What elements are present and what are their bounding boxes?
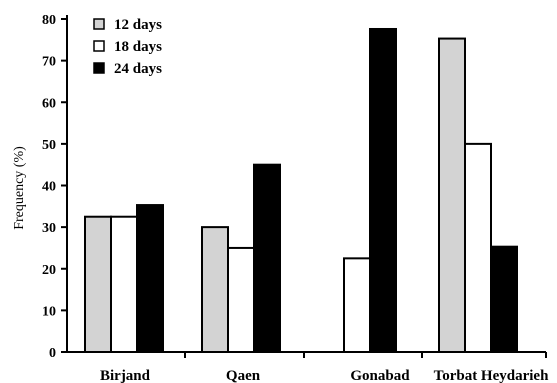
- y-axis-title: Frequency (%): [12, 146, 27, 230]
- legend-label: 24 days: [114, 61, 162, 77]
- bar: [490, 245, 518, 353]
- y-tick-label: 50: [42, 138, 56, 153]
- bars-group: [84, 27, 518, 354]
- bar: [438, 37, 466, 353]
- bar: [464, 142, 492, 353]
- legend-swatch: [93, 18, 105, 30]
- y-tick-label: 70: [42, 55, 56, 70]
- axes-group: [66, 15, 547, 358]
- legend-item: 24 days: [93, 61, 162, 77]
- y-axis-title-group: Frequency (%): [12, 146, 27, 230]
- category-label: Birjand: [100, 368, 151, 383]
- x-labels-group: Birjand Qaen Gonabad Torbat Heydarieh: [100, 368, 549, 383]
- bar: [369, 27, 397, 354]
- bar: [227, 246, 255, 353]
- legend-item: 18 days: [93, 39, 162, 55]
- category-label: Gonabad: [350, 368, 410, 383]
- legend-swatch: [93, 40, 105, 52]
- bar: [110, 215, 138, 353]
- y-tick-label: 10: [42, 304, 56, 319]
- y-tick-label: 40: [42, 180, 56, 195]
- legend-label: 12 days: [114, 17, 162, 33]
- legend-item: 12 days: [93, 17, 162, 33]
- bar: [84, 215, 112, 353]
- y-tick-label: 80: [42, 13, 56, 28]
- y-tick-label: 0: [49, 346, 56, 361]
- legend-label: 18 days: [114, 39, 162, 55]
- y-tick-label: 60: [42, 96, 56, 111]
- legend: 12 days 18 days 24 days: [93, 17, 162, 77]
- bar: [201, 226, 229, 353]
- y-tick-label: 30: [42, 221, 56, 236]
- bar: [343, 257, 371, 353]
- y-ticks-group: 0 10 20 30 40 50 60 70 80: [42, 13, 67, 361]
- category-label: Torbat Heydarieh: [434, 368, 550, 383]
- bar: [253, 163, 281, 353]
- legend-swatch: [93, 62, 105, 74]
- y-tick-label: 20: [42, 263, 56, 278]
- category-label: Qaen: [226, 368, 261, 383]
- bar: [136, 204, 164, 353]
